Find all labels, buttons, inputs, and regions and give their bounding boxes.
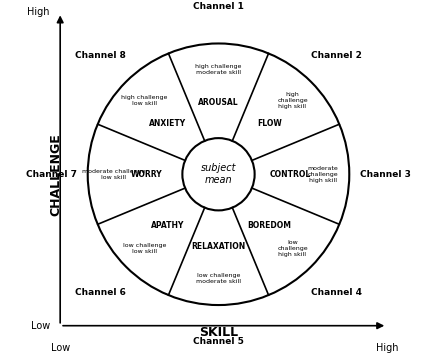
Text: Channel 3: Channel 3 [361, 170, 411, 179]
Text: WORRY: WORRY [131, 170, 163, 179]
Text: BOREDOM: BOREDOM [247, 220, 291, 230]
Text: Channel 7: Channel 7 [26, 170, 76, 179]
Text: Channel 1: Channel 1 [193, 2, 244, 11]
Text: CHALLENGE: CHALLENGE [50, 133, 63, 215]
Text: CONTROL: CONTROL [270, 170, 311, 179]
Text: Channel 2: Channel 2 [312, 51, 362, 60]
Text: Channel 6: Channel 6 [75, 288, 125, 297]
Text: low
challenge
high skill: low challenge high skill [277, 240, 308, 257]
Text: FLOW: FLOW [257, 119, 282, 128]
Text: APATHY: APATHY [151, 220, 184, 230]
Text: High: High [376, 343, 399, 353]
Text: subject
mean: subject mean [201, 163, 236, 185]
Text: ANXIETY: ANXIETY [149, 119, 186, 128]
Text: SKILL: SKILL [199, 327, 238, 339]
Text: moderate challenge
low skill: moderate challenge low skill [82, 169, 146, 180]
Text: Channel 8: Channel 8 [75, 51, 125, 60]
Text: moderate
challenge
high skill: moderate challenge high skill [308, 165, 339, 183]
Text: Channel 4: Channel 4 [312, 288, 362, 297]
Text: high challenge
low skill: high challenge low skill [121, 95, 168, 106]
Text: Channel 5: Channel 5 [193, 337, 244, 346]
Text: RELAXATION: RELAXATION [191, 242, 246, 251]
Text: Low: Low [31, 321, 50, 331]
Text: low challenge
low skill: low challenge low skill [123, 242, 166, 254]
Text: High: High [28, 7, 50, 17]
Text: AROUSAL: AROUSAL [198, 98, 239, 107]
Text: low challenge
moderate skill: low challenge moderate skill [196, 273, 241, 284]
Text: high challenge
moderate skill: high challenge moderate skill [195, 64, 242, 75]
Text: high
challenge
high skill: high challenge high skill [277, 92, 308, 109]
Text: Low: Low [51, 343, 70, 353]
